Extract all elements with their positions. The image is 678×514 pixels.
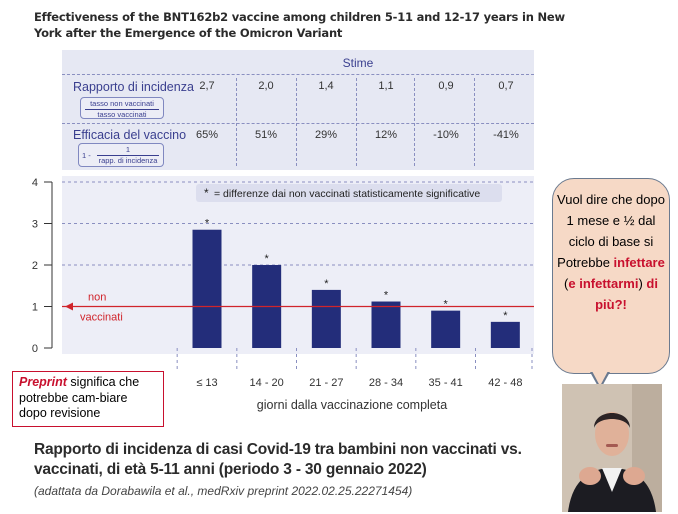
- table-column-divider: [414, 78, 415, 166]
- legend-text: = differenze dai non vaccinati statistic…: [214, 188, 480, 200]
- speech-bubble-tail-fill: [592, 371, 608, 386]
- incidence-value: 1,4: [318, 80, 334, 92]
- preprint-emphasis: Preprint: [19, 375, 67, 389]
- incidence-value: 2,0: [258, 80, 274, 92]
- bubble-text: ): [638, 276, 643, 291]
- y-tick-label: 2: [32, 260, 38, 272]
- incidence-value: 0,7: [498, 80, 514, 92]
- significance-marker: *: [444, 299, 449, 311]
- x-tick-label: 28 - 34: [369, 377, 403, 389]
- stime-header: Stime: [342, 56, 374, 70]
- table-divider-top: [62, 74, 534, 75]
- bubble-text: Vuol dire che dopo 1 mese e ½ dal ciclo …: [557, 192, 665, 270]
- x-tick-label: 14 - 20: [250, 377, 284, 389]
- efficacy-value: 65%: [195, 129, 219, 141]
- significance-marker: *: [205, 218, 210, 230]
- y-tick-label: 0: [32, 343, 38, 355]
- bubble-text: (: [564, 276, 569, 291]
- bar: [431, 310, 461, 348]
- efficacy-value: -41%: [493, 129, 519, 141]
- speech-bubble: Vuol dire che dopo 1 mese e ½ dal ciclo …: [552, 178, 670, 374]
- incidence-value: 2,7: [199, 80, 215, 92]
- vaccine-efficacy-label: Efficacia del vaccino: [73, 128, 187, 142]
- x-tick-label: 21 - 27: [309, 377, 343, 389]
- x-tick-label: 42 - 48: [488, 377, 522, 389]
- y-tick-label: 1: [32, 302, 38, 314]
- bar: [490, 321, 520, 348]
- page-title: Effectiveness of the BNT162b2 vaccine am…: [34, 10, 565, 40]
- significance-marker: *: [503, 310, 508, 322]
- vaccine-efficacy-formula: 1 - 1 rapp. di incidenza: [78, 143, 164, 167]
- bubble-red-text: infettare: [613, 255, 665, 270]
- x-tick-label: ≤ 13: [196, 377, 217, 389]
- bar: [371, 301, 401, 348]
- incidence-ratio-formula: tasso non vaccinati tasso vaccinati: [80, 97, 164, 119]
- reference-label: vaccinati: [80, 312, 123, 324]
- legend-symbol: *: [204, 186, 209, 200]
- x-tick-label: 35 - 41: [429, 377, 463, 389]
- reference-arrow-icon: [65, 302, 73, 311]
- y-tick-label: 4: [32, 177, 38, 189]
- incidence-ratio-label: Rapporto di incidenza: [73, 80, 194, 94]
- formula-prefix: 1 -: [82, 151, 91, 160]
- efficacy-value: 12%: [374, 129, 398, 141]
- formula-numerator: tasso non vaccinati: [85, 99, 159, 110]
- person-silhouette-icon: [562, 384, 662, 512]
- significance-marker: *: [384, 290, 389, 302]
- efficacy-value: 29%: [314, 129, 338, 141]
- caption-title: Rapporto di incidenza di casi Covid-19 t…: [34, 441, 522, 478]
- reference-label: non: [88, 292, 106, 304]
- legend-box: [196, 184, 502, 202]
- x-axis-label: giorni dalla vaccinazione completa: [257, 398, 447, 412]
- incidence-value: 0,9: [438, 80, 454, 92]
- formula-denominator: rapp. di incidenza: [98, 156, 158, 165]
- table-column-divider: [474, 78, 475, 166]
- formula-numerator: 1: [97, 145, 159, 156]
- significance-marker: *: [265, 253, 270, 265]
- bubble-red-text: e infettarmi: [568, 276, 639, 291]
- speaker-photo: [562, 384, 662, 512]
- incidence-value: 1,1: [378, 80, 394, 92]
- caption-source: (adattata da Dorabawila et al., medRxiv …: [34, 484, 413, 498]
- y-tick-label: 3: [32, 219, 38, 231]
- bubble-red-text: di più?!: [595, 276, 658, 312]
- preprint-text: significa che potrebbe cam-biare dopo re…: [19, 375, 140, 420]
- table-column-divider: [236, 78, 237, 166]
- significance-marker: *: [324, 278, 329, 290]
- efficacy-value: -10%: [433, 129, 459, 141]
- efficacy-value: 51%: [254, 129, 278, 141]
- formula-denominator: tasso vaccinati: [97, 110, 147, 119]
- table-column-divider: [296, 78, 297, 166]
- preprint-note: Preprint significa che potrebbe cam-biar…: [12, 371, 164, 427]
- bar: [192, 229, 222, 348]
- table-column-divider: [356, 78, 357, 166]
- bar: [311, 289, 341, 348]
- table-divider-middle: [62, 123, 534, 124]
